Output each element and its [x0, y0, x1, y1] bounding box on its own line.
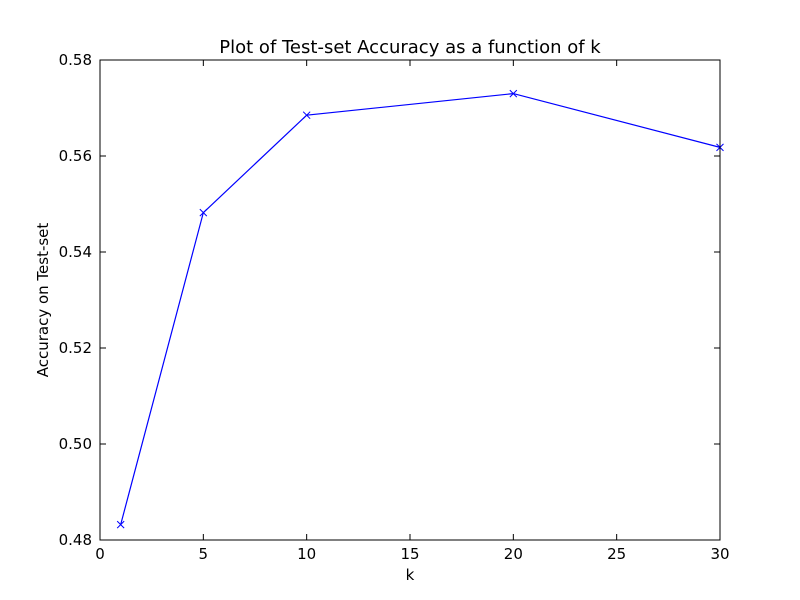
x-tick-label: 10: [297, 545, 316, 563]
data-point-marker: [199, 208, 208, 217]
x-axis-label: k: [406, 566, 415, 584]
series-layer: [116, 89, 724, 529]
y-axis-label: Accuracy on Test-set: [34, 223, 52, 378]
x-tick-label: 25: [607, 545, 626, 563]
y-tick-label: 0.48: [59, 531, 92, 549]
x-tick-label: 15: [400, 545, 419, 563]
y-tick-label: 0.52: [59, 339, 92, 357]
plot-frame: [99, 59, 721, 541]
x-tick-label: 30: [710, 545, 729, 563]
data-point-marker: [116, 520, 125, 529]
y-tick-label: 0.54: [59, 243, 92, 261]
data-point-marker: [302, 111, 311, 120]
x-tick-label: 0: [95, 545, 105, 563]
series-line: [120, 92, 721, 525]
data-point-marker: [509, 89, 518, 98]
y-tick-label: 0.58: [59, 51, 92, 69]
y-tick-label: 0.50: [59, 435, 92, 453]
x-tick-label: 5: [199, 545, 209, 563]
chart-title: Plot of Test-set Accuracy as a function …: [219, 37, 601, 58]
axis-ticks: 0 5 10 15 20 25 30 0.48 0.50 0.52 0.54 0.56 0.58: [59, 51, 730, 563]
y-tick-label: 0.56: [59, 147, 92, 165]
x-tick-label: 20: [504, 545, 523, 563]
